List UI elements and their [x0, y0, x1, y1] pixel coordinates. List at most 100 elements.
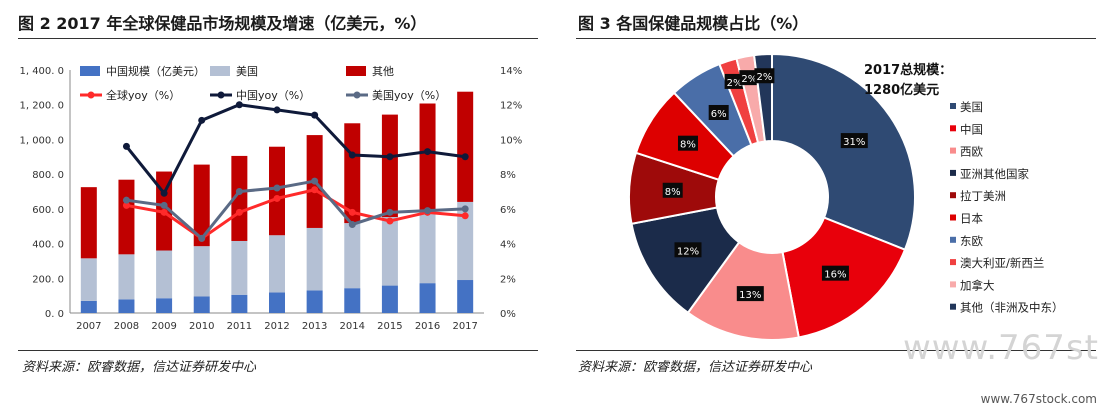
- china-yoy-point: [273, 106, 281, 114]
- bar-other: [80, 187, 97, 259]
- legend-label: 美国: [960, 100, 983, 114]
- legend-swatch: [950, 169, 956, 176]
- y2-tick-label: 10%: [500, 135, 522, 146]
- global-yoy-point: [273, 194, 281, 202]
- right-figure-title: 图 3 各国保健品规模占比（%）: [578, 14, 809, 33]
- y2-tick-label: 2%: [500, 274, 516, 285]
- total-annotation-line2: 1280亿美元: [864, 82, 939, 98]
- china-yoy-point: [160, 189, 168, 197]
- donut-slice: [771, 52, 916, 251]
- bar-us: [156, 250, 173, 299]
- y2-tick-label: 8%: [500, 170, 516, 181]
- legend-swatch: [950, 303, 956, 310]
- bar-china: [231, 294, 248, 313]
- legend-swatch: [950, 192, 956, 199]
- slice-label: 13%: [739, 290, 761, 301]
- bar-us: [193, 246, 210, 297]
- y-tick-label: 1, 400. 0: [19, 66, 64, 77]
- bar-us: [381, 217, 398, 286]
- legend-swatch: [346, 66, 366, 76]
- y2-tick-label: 12%: [500, 101, 522, 112]
- legend-swatch: [950, 103, 956, 109]
- x-tick-label: 2013: [302, 321, 327, 332]
- bar-other: [419, 103, 436, 211]
- y2-tick-label: 4%: [500, 240, 516, 251]
- china-yoy-line: [125, 103, 466, 196]
- slice-label: 2%: [756, 72, 772, 83]
- bar-us: [231, 240, 248, 295]
- legend-swatch: [950, 281, 956, 288]
- global-yoy-point: [311, 186, 319, 194]
- bar-china: [419, 283, 436, 313]
- us-yoy-point: [386, 208, 394, 216]
- left-source-note: 资料来源：欧睿数据，信达证券研发中心: [22, 360, 257, 375]
- legend-label: 东欧: [960, 234, 983, 248]
- x-tick-label: 2014: [340, 321, 365, 332]
- legend-label: 中国yoy（%）: [236, 89, 310, 102]
- slice-label: 16%: [824, 270, 846, 281]
- legend-swatch: [950, 125, 956, 132]
- watermark-url: www.767stock.com: [980, 392, 1097, 406]
- bar-china: [344, 288, 361, 313]
- china-yoy-point: [461, 153, 469, 161]
- global-yoy-point: [235, 208, 243, 216]
- legend-swatch: [950, 259, 956, 266]
- china-yoy-point: [386, 153, 394, 161]
- global-yoy-point: [461, 212, 469, 220]
- bar-us: [306, 227, 323, 291]
- slice-label-box: [736, 286, 764, 302]
- right-source-note: 资料来源：欧睿数据，信达证券研发中心: [578, 360, 813, 375]
- bar-other: [118, 179, 135, 255]
- china-yoy-point: [311, 111, 319, 119]
- legend-label: 拉丁美洲: [960, 189, 1006, 203]
- slice-label: 2%: [727, 78, 743, 89]
- bar-us: [269, 235, 285, 293]
- legend-label: 日本: [960, 212, 983, 226]
- bar-us: [118, 254, 135, 300]
- x-tick-label: 2016: [415, 321, 440, 332]
- bar-line-chart: 0. 0 200. 0 400. 0 600. 0 800. 0 1, 000. 0 1, …: [19, 64, 522, 332]
- us-yoy-point: [235, 188, 243, 195]
- bar-china: [381, 285, 398, 313]
- y-tick-label: 1, 200. 0: [19, 101, 64, 112]
- y-tick-label: 400. 0: [32, 240, 64, 251]
- x-tick-label: 2015: [377, 321, 402, 332]
- total-annotation-line1: 2017总规模：: [864, 62, 952, 78]
- right-source-rule: [576, 350, 1096, 351]
- bar-china: [457, 280, 474, 313]
- legend-swatch: [950, 236, 956, 243]
- slice-label: 6%: [711, 109, 727, 120]
- left-title-rule: [18, 38, 538, 39]
- y2-tick-label: 14%: [500, 66, 522, 77]
- global-yoy-point: [348, 208, 356, 216]
- y2-tick-label: 6%: [500, 205, 516, 216]
- global-yoy-point: [160, 208, 168, 216]
- us-yoy-point: [424, 207, 432, 215]
- legend-label: 其他（非洲及中东）: [960, 301, 1064, 315]
- slice-label: 31%: [843, 137, 865, 148]
- bar-other: [231, 155, 248, 241]
- legend-marker: [353, 91, 361, 99]
- global-yoy-point: [386, 217, 394, 225]
- legend-label: 亚洲其他国家: [960, 167, 1029, 181]
- x-tick-label: 2011: [227, 321, 252, 332]
- x-tick-label: 2009: [151, 321, 176, 332]
- us-yoy-point: [273, 184, 281, 192]
- slice-label-box: [708, 104, 729, 120]
- slice-label-box: [754, 68, 775, 84]
- x-tick-label: 2007: [76, 321, 101, 332]
- y2-tick-label: 0%: [500, 309, 516, 320]
- us-yoy-point: [160, 201, 168, 209]
- bar-other: [344, 123, 361, 224]
- slice-label: 2%: [741, 74, 757, 85]
- bar-china: [156, 298, 173, 313]
- y-tick-label: 1, 000. 0: [19, 135, 64, 146]
- us-yoy-point: [311, 177, 319, 185]
- left-figure-title: 图 2 2017 年全球保健品市场规模及增速（亿美元，%）: [18, 14, 427, 33]
- legend-swatch: [80, 66, 100, 76]
- global-yoy-point: [122, 201, 130, 209]
- bar-other: [457, 91, 474, 202]
- slice-label-box: [662, 182, 683, 198]
- global-yoy-line: [126, 188, 466, 241]
- legend-label: 中国规模（亿美元）: [106, 64, 205, 78]
